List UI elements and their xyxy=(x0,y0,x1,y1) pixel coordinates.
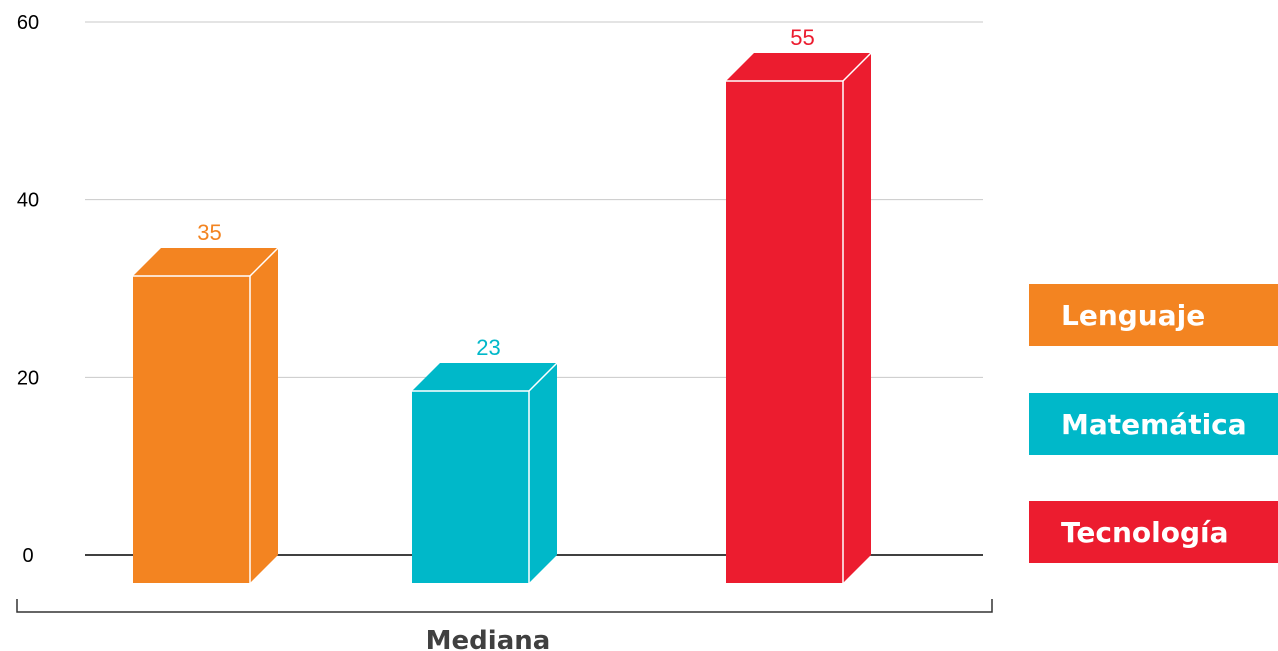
bar-top-face xyxy=(412,363,557,391)
legend-label: Tecnología xyxy=(1061,515,1229,549)
bar-top-face xyxy=(726,53,871,81)
bar-edge xyxy=(842,52,872,82)
bar-front-face xyxy=(133,276,250,583)
bar-edge xyxy=(528,362,558,392)
data-label: 23 xyxy=(476,335,500,360)
bar xyxy=(726,52,872,583)
legend-item: Matemática xyxy=(1029,393,1278,455)
y-tick-label: 0 xyxy=(22,545,33,567)
legend-label: Lenguaje xyxy=(1061,298,1206,332)
legend-label: Matemática xyxy=(1061,407,1247,441)
bar xyxy=(412,362,558,583)
legend-item: Tecnología xyxy=(1029,501,1278,563)
bar-front-face xyxy=(412,391,529,583)
legend-item: Lenguaje xyxy=(1029,284,1278,346)
data-labels: 35 23 55 xyxy=(197,25,814,360)
y-axis-ticks: 0 20 40 60 xyxy=(17,12,39,567)
bar-front-face xyxy=(726,81,843,583)
bar xyxy=(133,247,279,583)
x-axis-label: Mediana xyxy=(426,626,551,651)
y-tick-label: 40 xyxy=(17,190,39,212)
data-label: 35 xyxy=(197,220,221,245)
bar-edge xyxy=(249,247,279,277)
x-axis-bracket xyxy=(16,599,993,613)
data-label: 55 xyxy=(790,25,814,50)
bars xyxy=(133,52,872,583)
bar-side-face xyxy=(529,363,557,583)
bar-side-face xyxy=(250,248,278,583)
bar-top-face xyxy=(133,248,278,276)
y-tick-label: 20 xyxy=(17,367,39,389)
bar-side-face xyxy=(843,53,871,583)
y-tick-label: 60 xyxy=(17,12,39,34)
